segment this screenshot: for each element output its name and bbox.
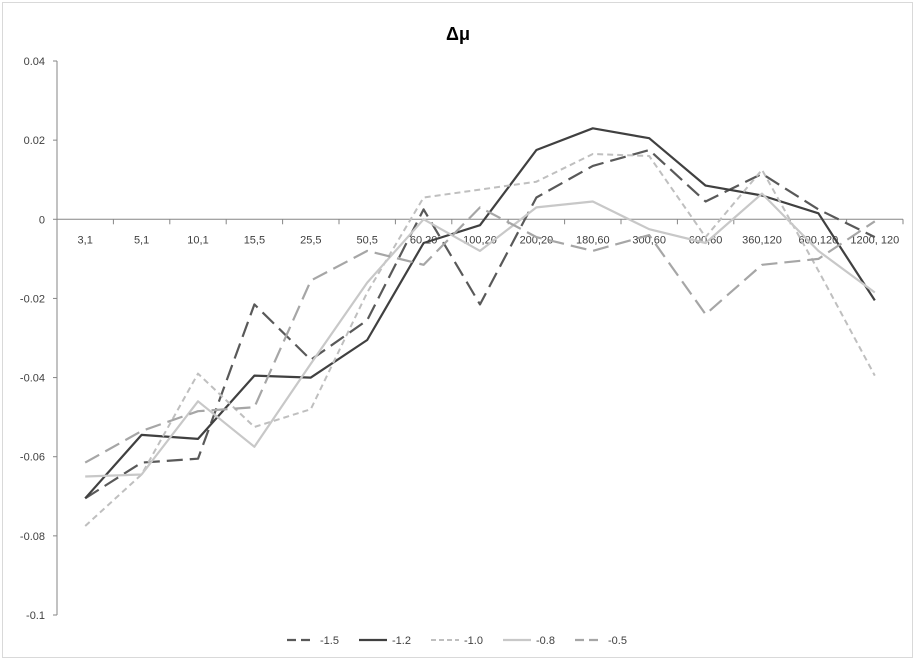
y-tick-label: -0.06	[20, 452, 45, 464]
y-tick-label: -0.1	[26, 610, 45, 622]
x-tick-label: 10,1	[187, 234, 208, 246]
x-tick-label: 1200, 120	[850, 234, 899, 246]
x-tick-label: 360,120	[742, 234, 782, 246]
series-line--1.5	[84, 148, 876, 500]
x-tick-label: 60,20	[410, 234, 438, 246]
legend-label: -1.0	[464, 635, 483, 647]
x-tick-label: 200,20	[520, 234, 554, 246]
series-line--1.0	[84, 153, 876, 527]
series-line--0.5	[84, 206, 876, 464]
chart-title: Δμ	[446, 24, 470, 44]
y-tick-label: -0.04	[20, 373, 45, 385]
legend-label: -0.8	[536, 635, 555, 647]
x-tick-label: 600,60	[689, 234, 723, 246]
x-tick-label: 600,120	[799, 234, 839, 246]
y-tick-label: -0.08	[20, 531, 45, 543]
x-tick-label: 15,5	[244, 234, 265, 246]
series-line--0.8	[85, 192, 876, 478]
x-tick-label: 50,5	[356, 234, 377, 246]
legend-label: -1.2	[392, 635, 411, 647]
x-axis: 3,1 5,1 10,1 15,5 25,5 50,5 60,20 100,20 200,20 1…	[56, 218, 904, 246]
y-tick-label: -0.02	[20, 293, 45, 305]
series-layer	[84, 127, 876, 527]
legend-label: -1.5	[320, 635, 339, 647]
x-tick-label: 180,60	[576, 234, 610, 246]
y-tick-label: 0.04	[24, 56, 45, 68]
x-tick-label: 5,1	[134, 234, 149, 246]
y-tick-label: 0.02	[24, 135, 45, 147]
y-tick-label: 0	[39, 214, 45, 226]
y-axis: 0.04 0.02 0 -0.02 -0.04 -0.06 -0.08 -0.1	[20, 56, 58, 622]
x-tick-label: 25,5	[300, 234, 321, 246]
legend: -1.5 -1.2 -1.0 -0.8 -0.5	[287, 635, 627, 647]
line-chart: Δμ 0.04 0.02 0 -0.02 -0.04 -0.06 -0.08 -0.1 3,1…	[20, 24, 904, 647]
x-tick-label: 3,1	[78, 234, 93, 246]
legend-label: -0.5	[608, 635, 627, 647]
